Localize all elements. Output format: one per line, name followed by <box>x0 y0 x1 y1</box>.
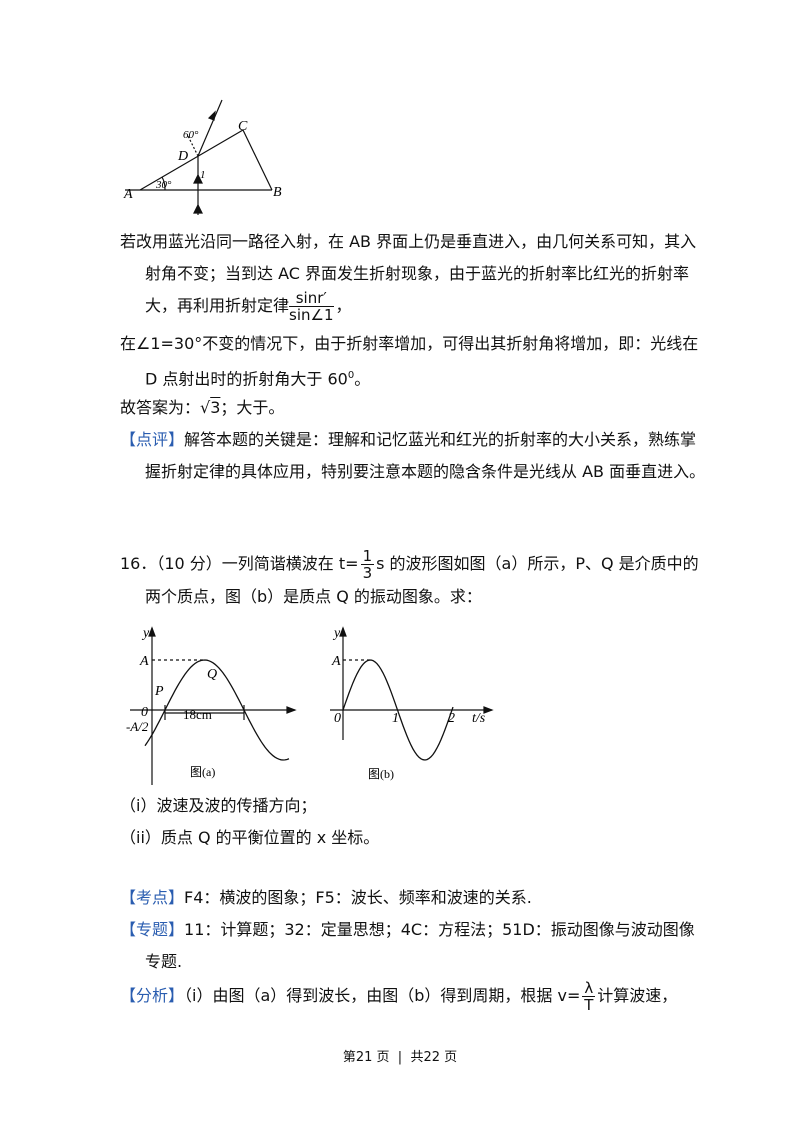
tag: 【点评】 <box>120 430 185 449</box>
wave-curve <box>144 659 290 761</box>
label: A <box>139 654 149 669</box>
text: 计算波速， <box>597 986 678 1005</box>
text: ；大于。 <box>220 398 285 417</box>
label: P <box>154 684 164 699</box>
text: 故答案为： <box>120 398 201 417</box>
text: （ii）质点 Q 的平衡位置的 x 坐标。 <box>120 828 380 847</box>
caption: 图(a) <box>190 765 215 779</box>
wave-b-labels: y A 0 1 2 t/s 图(b) <box>331 626 486 781</box>
label: A <box>331 654 341 669</box>
fraction: sinr′ sin∠1 <box>289 290 334 324</box>
denominator: T <box>584 996 594 1014</box>
denominator: 3 <box>362 564 373 582</box>
text: 在∠1=30°不变的情况下，由于折射率增加，可得出其折射角将增加，即：光线在 D… <box>120 334 699 389</box>
caption: 图(b) <box>368 767 394 781</box>
numerator: λ <box>582 979 596 997</box>
page-total: 共22 页 <box>410 1050 458 1065</box>
paragraph: 故答案为：√3；大于。 <box>120 398 285 417</box>
paragraph: （i）波速及波的传播方向； <box>120 790 710 822</box>
paragraph: 16．（10 分）一列简谐横波在 t= 1 3 s 的波形图如图（a）所示，P、Q 是… <box>120 548 710 613</box>
superscript: 0 <box>347 370 355 381</box>
label: A <box>123 187 133 202</box>
wave-b <box>330 626 494 761</box>
figures: A B C D 60° 30° 1 y A Q P 0 -A/2 18cm 图(… <box>123 99 494 785</box>
wave-a-labels: y A Q P 0 -A/2 18cm 图(a) <box>126 626 217 779</box>
text: F4：横波的图象；F5：波长、频率和波速的关系. <box>184 888 532 907</box>
footer: 第21 页 | 共22 页 <box>0 1046 800 1065</box>
page-number: 第21 页 <box>342 1050 390 1065</box>
label: t/s <box>472 711 486 726</box>
label: 30° <box>155 179 172 191</box>
text: 3 <box>210 398 221 417</box>
label: 1 <box>200 169 206 181</box>
label: 0 <box>141 705 148 720</box>
paragraph: 在∠1=30°不变的情况下，由于折射率增加，可得出其折射角将增加，即：光线在 D… <box>120 328 710 395</box>
paragraph: 【分析】（i）由图（a）得到波长，由图（b）得到周期，根据 v= λ T 计算波速， <box>120 980 710 1013</box>
label: Q <box>207 667 217 682</box>
paragraph: （ii）质点 Q 的平衡位置的 x 坐标。 <box>120 822 710 854</box>
text: 16．（10 分）一列简谐横波在 t= <box>120 554 359 573</box>
label: C <box>238 119 248 134</box>
paragraph: 【点评】解答本题的关键是：理解和记忆蓝光和红光的折射率的大小关系，熟练掌握折射定… <box>120 424 710 488</box>
tag: 【考点】 <box>120 888 185 907</box>
label: 2 <box>448 711 455 726</box>
paragraph: 若改用蓝光沿同一路径入射，在 AB 界面上仍是垂直进入，由几何关系可知，其入射角… <box>120 226 710 323</box>
label: y <box>141 626 150 641</box>
prism-labels: A B C D 60° 30° 1 <box>123 119 282 202</box>
prism-diagram <box>125 99 273 215</box>
paragraph: 【考点】F4：横波的图象；F5：波长、频率和波速的关系. <box>120 882 710 914</box>
text: ， <box>335 296 352 315</box>
text: （i）波速及波的传播方向； <box>120 796 317 815</box>
denominator: sin∠1 <box>289 306 334 324</box>
text: s 的波形图如图（a）所示，P、Q 是介质中的两个质点，图（b）是质点 Q 的振… <box>145 554 699 606</box>
label: 60° <box>183 129 199 141</box>
wave-a <box>130 626 297 785</box>
label: -A/2 <box>126 719 149 734</box>
label: D <box>177 149 188 164</box>
label: y <box>332 626 341 641</box>
separator: | <box>397 1050 403 1065</box>
tag: 【专题】 <box>120 920 185 939</box>
tag: 【分析】 <box>120 986 185 1005</box>
paragraph: 【专题】11：计算题；32：定量思想；4C：方程法；51D：振动图像与波动图像专… <box>120 914 710 978</box>
vibration-curve <box>342 659 454 761</box>
label: B <box>273 185 282 200</box>
label: 1 <box>392 711 399 726</box>
label: 0 <box>334 711 341 726</box>
numerator: sinr′ <box>289 290 334 307</box>
text: （i）由图（a）得到波长，由图（b）得到周期，根据 v= <box>184 986 581 1005</box>
text: 解答本题的关键是：理解和记忆蓝光和红光的折射率的大小关系，熟练掌握折射定律的具体… <box>145 430 706 481</box>
text: 11：计算题；32：定量思想；4C：方程法；51D：振动图像与波动图像专题. <box>145 920 695 971</box>
text: 若改用蓝光沿同一路径入射，在 AB 界面上仍是垂直进入，由几何关系可知，其入射角… <box>120 232 697 315</box>
text: 。 <box>354 369 371 389</box>
label: 18cm <box>183 707 212 722</box>
numerator: 1 <box>360 547 375 565</box>
